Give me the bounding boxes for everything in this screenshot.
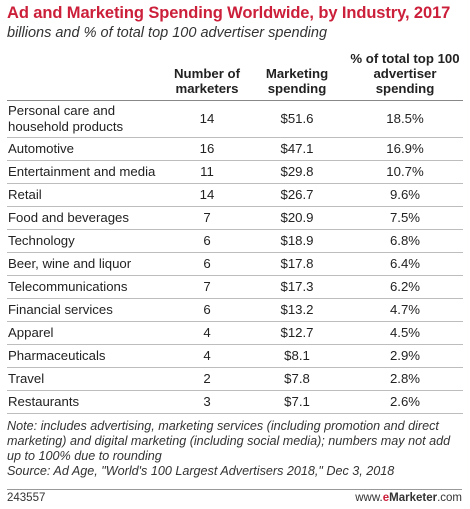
marketers-cell: 6	[167, 229, 247, 253]
note-text: Note: includes advertising, marketing se…	[7, 419, 451, 463]
data-table: Number of marketers Marketing spending %…	[7, 51, 463, 414]
spending-cell: $17.8	[247, 252, 347, 276]
marketers-cell: 6	[167, 252, 247, 276]
marketers-cell: 7	[167, 206, 247, 230]
industry-cell: Entertainment and media	[7, 160, 167, 184]
share-cell: 6.2%	[347, 275, 463, 299]
industry-cell: Food and beverages	[7, 206, 167, 230]
source-text: Source: Ad Age, "World's 100 Largest Adv…	[7, 464, 395, 478]
header-share-text: % of total top 100 advertiser spending	[350, 51, 460, 96]
industry-cell: Beer, wine and liquor	[7, 252, 167, 276]
marketers-cell: 11	[167, 160, 247, 184]
share-cell: 4.7%	[347, 298, 463, 322]
industry-cell: Automotive	[7, 137, 167, 161]
spending-cell: $29.8	[247, 160, 347, 184]
share-cell: 9.6%	[347, 183, 463, 207]
spending-cell: $13.2	[247, 298, 347, 322]
share-cell: 16.9%	[347, 137, 463, 161]
share-cell: 2.6%	[347, 390, 463, 414]
share-cell: 6.4%	[347, 252, 463, 276]
marketers-cell: 16	[167, 137, 247, 161]
industry-cell: Personal care and household products	[7, 100, 167, 138]
emarketer-logo[interactable]: www.eMarketer.com	[355, 492, 462, 504]
share-cell: 6.8%	[347, 229, 463, 253]
spending-cell: $17.3	[247, 275, 347, 299]
share-cell: 4.5%	[347, 321, 463, 345]
logo-brand: Marketer	[389, 492, 438, 504]
table-row: Beer, wine and liquor 6 $17.8 6.4%	[7, 252, 463, 276]
table-row: Financial services 6 $13.2 4.7%	[7, 298, 463, 322]
logo-suffix: .com	[437, 492, 462, 504]
industry-cell: Apparel	[7, 321, 167, 345]
header-marketers-text: Number of marketers	[174, 66, 240, 96]
table-row: Food and beverages 7 $20.9 7.5%	[7, 206, 463, 230]
industry-cell: Pharmaceuticals	[7, 344, 167, 368]
table-row: Technology 6 $18.9 6.8%	[7, 229, 463, 253]
table-body: Personal care and household products 14 $5…	[7, 100, 463, 414]
table-row: Pharmaceuticals 4 $8.1 2.9%	[7, 344, 463, 368]
spending-cell: $8.1	[247, 344, 347, 368]
spending-cell: $18.9	[247, 229, 347, 253]
marketers-cell: 4	[167, 344, 247, 368]
chart-note: Note: includes advertising, marketing se…	[7, 419, 463, 479]
spending-cell: $12.7	[247, 321, 347, 345]
header-industry	[7, 51, 167, 101]
table-row: Telecommunications 7 $17.3 6.2%	[7, 275, 463, 299]
header-share: % of total top 100 advertiser spending	[347, 51, 463, 101]
header-spending-text: Marketing spending	[265, 66, 329, 96]
table-row: Retail 14 $26.7 9.6%	[7, 183, 463, 207]
industry-cell: Telecommunications	[7, 275, 167, 299]
marketers-cell: 7	[167, 275, 247, 299]
share-cell: 7.5%	[347, 206, 463, 230]
table-row: Entertainment and media 11 $29.8 10.7%	[7, 160, 463, 184]
spending-cell: $7.1	[247, 390, 347, 414]
industry-cell: Travel	[7, 367, 167, 391]
header-spending: Marketing spending	[247, 51, 347, 101]
chart-subtitle: billions and % of total top 100 advertis…	[7, 25, 328, 41]
marketers-cell: 14	[167, 100, 247, 138]
table-row: Apparel 4 $12.7 4.5%	[7, 321, 463, 345]
table-row: Travel 2 $7.8 2.8%	[7, 367, 463, 391]
share-cell: 2.9%	[347, 344, 463, 368]
table-row: Personal care and household products 14 $5…	[7, 100, 463, 138]
chart-footer: 243557 www.eMarketer.com	[7, 489, 462, 506]
share-cell: 10.7%	[347, 160, 463, 184]
marketers-cell: 6	[167, 298, 247, 322]
spending-cell: $7.8	[247, 367, 347, 391]
industry-cell: Financial services	[7, 298, 167, 322]
table-row: Automotive 16 $47.1 16.9%	[7, 137, 463, 161]
table-row: Restaurants 3 $7.1 2.6%	[7, 390, 463, 414]
marketers-cell: 3	[167, 390, 247, 414]
industry-cell: Restaurants	[7, 390, 167, 414]
industry-cell: Technology	[7, 229, 167, 253]
spending-cell: $20.9	[247, 206, 347, 230]
spending-cell: $26.7	[247, 183, 347, 207]
share-cell: 2.8%	[347, 367, 463, 391]
spending-cell: $47.1	[247, 137, 347, 161]
spending-cell: $51.6	[247, 100, 347, 138]
chart-id: 243557	[7, 492, 46, 504]
header-marketers: Number of marketers	[167, 51, 247, 101]
logo-e: e	[382, 492, 390, 504]
industry-cell: Retail	[7, 183, 167, 207]
marketers-cell: 2	[167, 367, 247, 391]
marketers-cell: 4	[167, 321, 247, 345]
share-cell: 18.5%	[347, 100, 463, 138]
marketers-cell: 14	[167, 183, 247, 207]
chart-title: Ad and Marketing Spending Worldwide, by …	[7, 4, 451, 22]
logo-prefix: www.	[355, 492, 383, 504]
header-row: Number of marketers Marketing spending %…	[7, 51, 463, 101]
